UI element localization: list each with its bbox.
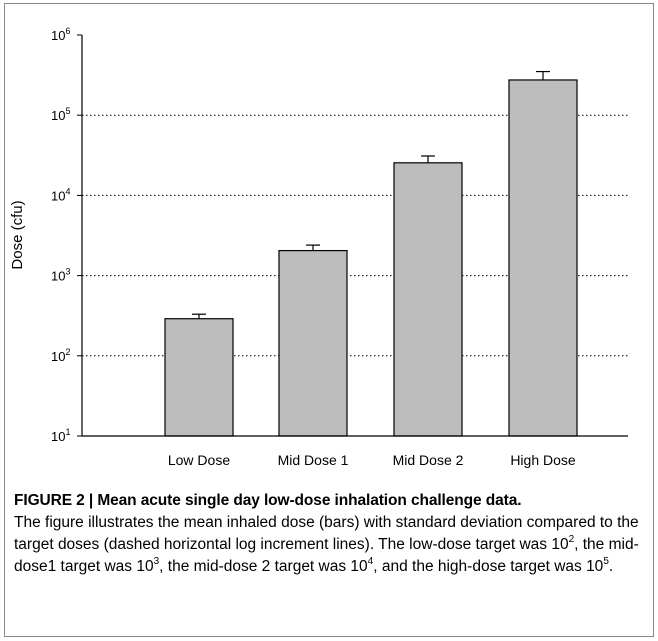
x-tick-label: Mid Dose 2	[393, 452, 464, 468]
caption-text-part: .	[608, 558, 614, 575]
bar	[278, 249, 348, 437]
y-tick-label: 105	[51, 106, 70, 123]
x-tick-label: High Dose	[510, 452, 576, 468]
caption-exponent: 3	[153, 555, 160, 567]
caption-text: The figure illustrates the mean inhaled …	[14, 514, 639, 575]
bar-chart: 101 102 103 104 105 106 Low Dose Mid Dose 1 Mid…	[9, 26, 628, 468]
caption-text-part: , the mid-dose1 target was 10	[14, 536, 639, 575]
x-tick-label: Low Dose	[168, 452, 230, 468]
axes-layer	[81, 35, 628, 437]
grid-layer	[82, 114, 628, 357]
caption-exponent: 4	[367, 555, 374, 567]
x-tick-labels: Low Dose Mid Dose 1 Mid Dose 2 High Dose	[168, 452, 576, 468]
caption-title: FIGURE 2 | Mean acute single day low-dos…	[14, 492, 522, 509]
caption-exponent: 2	[568, 533, 575, 545]
y-tick-labels: 101 102 103 104 105 106	[51, 26, 82, 444]
y-tick-label: 101	[51, 427, 70, 444]
caption-text-part: The figure illustrates the mean inhaled …	[14, 514, 639, 553]
bar	[393, 162, 463, 437]
bar	[164, 318, 234, 437]
figure-caption: FIGURE 2 | Mean acute single day low-dos…	[14, 490, 650, 578]
caption-text-part: , and the high-dose target was 10	[373, 558, 604, 575]
y-tick-label: 106	[51, 26, 70, 43]
y-axis-title: Dose (cfu)	[9, 200, 26, 269]
x-tick-label: Mid Dose 1	[278, 452, 349, 468]
caption-text-part: , the mid-dose 2 target was 10	[159, 558, 368, 575]
y-tick-label: 102	[51, 347, 70, 364]
y-tick-label: 103	[51, 267, 70, 284]
caption-exponent: 5	[603, 555, 609, 567]
bar	[508, 79, 578, 437]
bars-layer	[164, 70, 578, 437]
y-tick-label: 104	[51, 186, 70, 203]
